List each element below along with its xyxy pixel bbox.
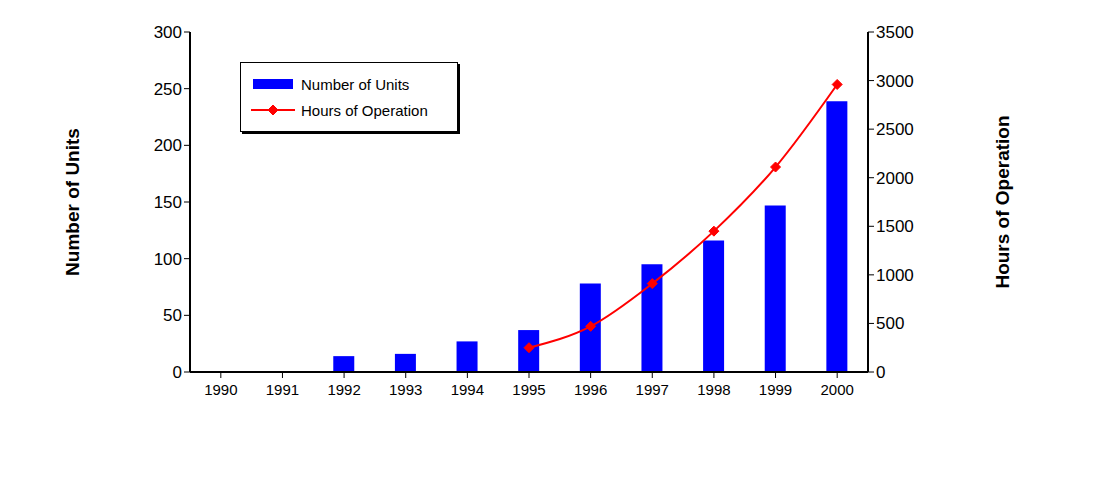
html-text:Hours of Operation: Hours of Operation [301, 101, 428, 119]
svg-text:2000: 2000 [876, 169, 914, 188]
svg-text:2000: 2000 [820, 381, 853, 398]
svg-text:3500: 3500 [876, 23, 914, 42]
svg-text:1500: 1500 [876, 217, 914, 236]
svg-text:200: 200 [154, 136, 182, 155]
svg-text:500: 500 [876, 314, 904, 333]
svg-text:0: 0 [173, 363, 182, 382]
svg-text:3000: 3000 [876, 72, 914, 91]
svg-text:Number of Units: Number of Units [62, 128, 83, 276]
svg-text:1993: 1993 [389, 381, 422, 398]
svg-text:2500: 2500 [876, 120, 914, 139]
svg-text:1995: 1995 [512, 381, 545, 398]
svg-text:1998: 1998 [697, 381, 730, 398]
svg-text:1991: 1991 [266, 381, 299, 398]
svg-text:1994: 1994 [451, 381, 484, 398]
svg-text:1996: 1996 [574, 381, 607, 398]
svg-text:0: 0 [876, 363, 885, 382]
svg-text:100: 100 [154, 250, 182, 269]
svg-text:1997: 1997 [636, 381, 669, 398]
html-text:Number of Units: Number of Units [301, 75, 410, 93]
svg-text:1999: 1999 [759, 381, 792, 398]
svg-text:1992: 1992 [327, 381, 360, 398]
svg-text:250: 250 [154, 80, 182, 99]
svg-text:1000: 1000 [876, 266, 914, 285]
svg-text:1990: 1990 [204, 381, 237, 398]
svg-text:50: 50 [163, 306, 182, 325]
svg-text:300: 300 [154, 23, 182, 42]
svg-text:Hours of Operation: Hours of Operation [992, 115, 1013, 288]
svg-text:150: 150 [154, 193, 182, 212]
